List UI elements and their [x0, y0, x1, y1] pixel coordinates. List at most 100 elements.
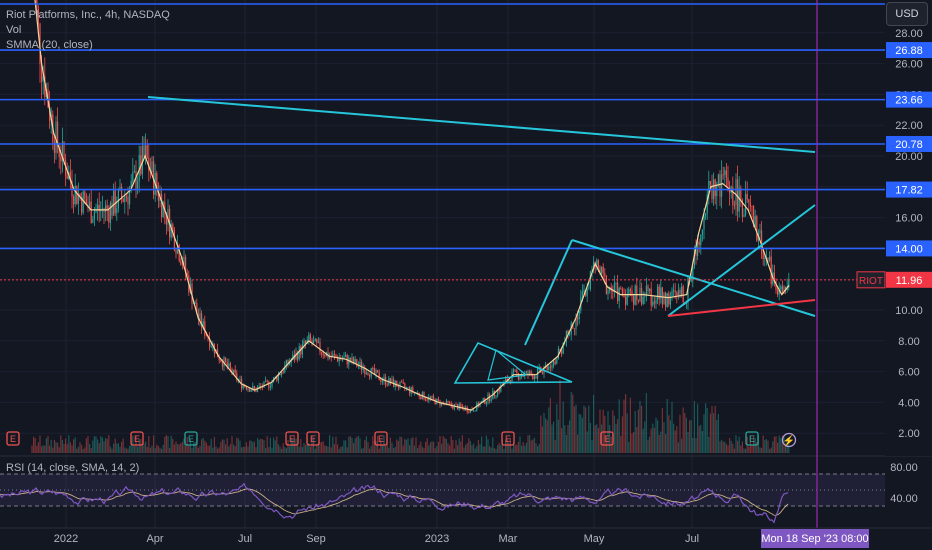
- volume-bar: [349, 436, 351, 453]
- candle-body: [663, 293, 665, 305]
- volume-bar: [183, 438, 185, 453]
- candle-body: [756, 216, 758, 241]
- trend-drawings[interactable]: [147, 96, 816, 384]
- candle-body: [721, 174, 723, 197]
- candle-body: [727, 177, 729, 186]
- candle-body: [626, 294, 628, 305]
- candle-body: [437, 398, 439, 401]
- volume-bar: [708, 436, 710, 453]
- candle-body: [717, 174, 719, 185]
- volume-bar: [258, 439, 260, 453]
- smma-line: [34, 0, 790, 411]
- volume-bar: [124, 447, 126, 453]
- volume-bar: [689, 420, 691, 453]
- volume-bar: [420, 441, 422, 453]
- candle-body: [645, 285, 647, 297]
- volume-bar: [553, 421, 555, 453]
- volume-bar: [535, 443, 537, 453]
- currency-button[interactable]: USD: [886, 2, 928, 26]
- volume-bar: [749, 435, 751, 453]
- candle-body: [85, 198, 87, 206]
- volume-bar: [639, 400, 641, 453]
- earnings-marker: [600, 431, 614, 446]
- volume-bar: [381, 445, 383, 453]
- candle-body: [284, 365, 286, 373]
- candle-body: [105, 205, 107, 212]
- horizontal-levels[interactable]: [0, 3, 885, 250]
- volume-bar: [269, 437, 271, 453]
- volume-bar: [135, 435, 137, 453]
- volume-bar: [130, 440, 132, 453]
- candle-body: [769, 256, 771, 261]
- volume-bar: [60, 435, 62, 453]
- volume-bar: [245, 442, 247, 453]
- volume-bar: [394, 446, 396, 453]
- candle-body: [260, 386, 262, 387]
- lightning-event-icon: [781, 432, 797, 448]
- volume-bar: [156, 444, 158, 453]
- candle-body: [565, 330, 567, 342]
- volume-bar: [197, 447, 199, 453]
- candle-body: [233, 369, 235, 374]
- volume-bar: [781, 435, 783, 453]
- volume-bar: [676, 426, 678, 453]
- volume-bar: [42, 445, 44, 453]
- volume-bar: [729, 437, 731, 453]
- rsi-pane: [0, 455, 932, 524]
- candle-body: [127, 196, 129, 205]
- volume-bar: [591, 439, 593, 453]
- volume-bar: [436, 446, 438, 453]
- volume-bar: [101, 437, 103, 453]
- candle-body: [495, 395, 497, 397]
- candle-body: [167, 208, 169, 225]
- candle-body: [420, 396, 422, 400]
- candle-body: [433, 396, 435, 399]
- candle-body: [412, 387, 414, 393]
- volume-bar: [618, 399, 620, 453]
- earnings-events[interactable]: E E E E E E E E E ⚡: [6, 431, 797, 448]
- candle-body: [674, 290, 676, 293]
- time-tick-label: May: [584, 533, 605, 545]
- candle-body: [612, 291, 614, 292]
- volume-bar: [786, 437, 788, 453]
- volume-bar: [396, 439, 398, 453]
- trendline-resistance: [147, 96, 816, 153]
- price-axis[interactable]: 28.0026.0024.0022.0020.0018.0016.0014.00…: [856, 0, 932, 456]
- candle-body: [377, 370, 379, 373]
- volume-bar: [73, 439, 75, 453]
- volume-bar: [660, 431, 662, 453]
- time-axis[interactable]: 2022 Apr Jul Sep 2023 Mar May Jul Mon 18 Sep '23…: [0, 527, 932, 550]
- volume-bar: [599, 409, 601, 453]
- volume-bar: [165, 435, 167, 453]
- volume-bar: [460, 441, 462, 453]
- volume-bar: [47, 436, 49, 453]
- candle-body: [607, 290, 609, 294]
- volume-bar: [655, 417, 657, 453]
- candle-body: [263, 381, 265, 388]
- volume-bar: [204, 440, 206, 453]
- volume-bar: [457, 445, 459, 453]
- candle-body: [505, 379, 507, 382]
- volume-bar: [533, 437, 535, 453]
- volume-bar: [469, 440, 471, 453]
- candle-body: [404, 383, 406, 388]
- candle-body: [82, 191, 84, 213]
- volume-bar: [303, 443, 305, 453]
- volume-bar: [522, 442, 524, 453]
- volume-bar: [578, 413, 580, 453]
- volume-bar: [727, 445, 729, 453]
- candle-body: [397, 386, 399, 388]
- volume-bar: [55, 442, 57, 453]
- candle-body: [282, 372, 284, 373]
- volume-bar: [485, 435, 487, 453]
- candle-body: [111, 202, 113, 216]
- candle-body: [63, 141, 65, 160]
- volume-bar: [681, 438, 683, 453]
- rsi-tick-label: 80.00: [890, 462, 918, 474]
- time-tick-label: Mar: [499, 533, 518, 545]
- candle-body: [657, 286, 659, 300]
- price-tick-label: 2.00: [898, 428, 919, 440]
- candle-body: [425, 399, 427, 401]
- volume-bar: [321, 442, 323, 453]
